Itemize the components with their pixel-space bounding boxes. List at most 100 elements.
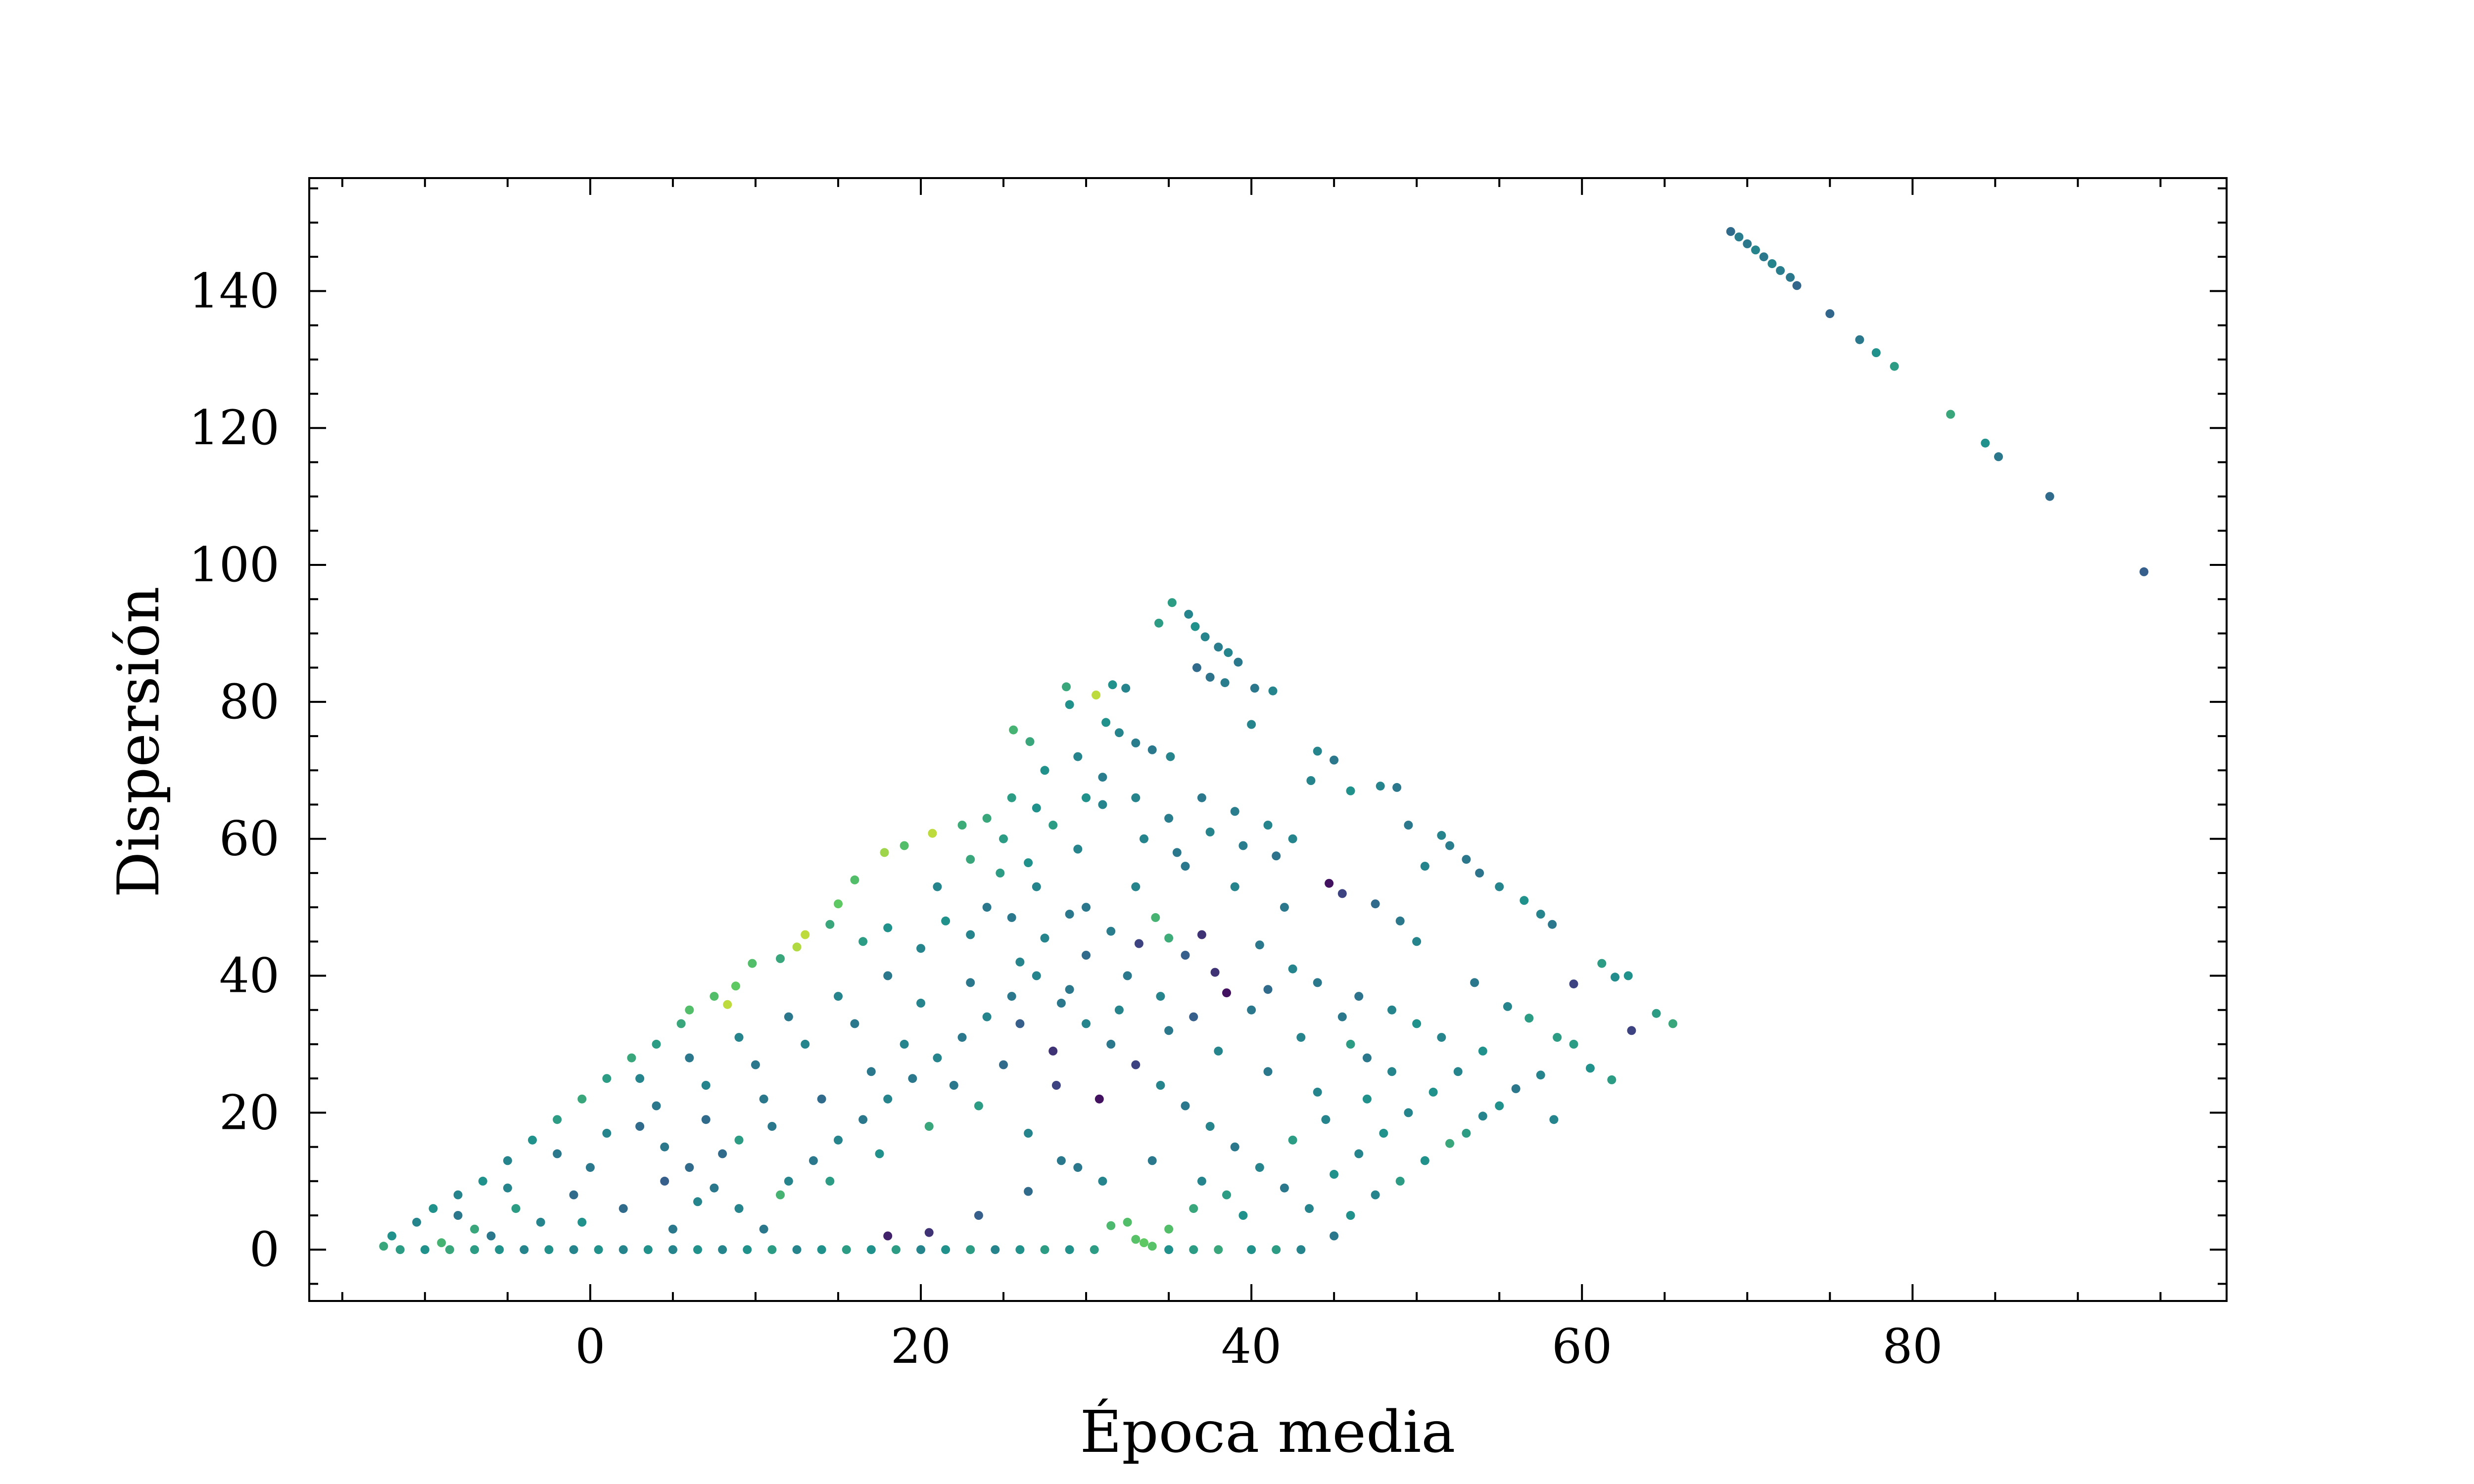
y-tick-label: 40 (219, 948, 280, 1004)
scatter-point (1073, 844, 1083, 854)
scatter-point (1147, 745, 1157, 754)
scatter-point (908, 1074, 917, 1083)
scatter-point (866, 1067, 876, 1076)
scatter-point (668, 1245, 677, 1254)
scatter-point (1296, 1033, 1306, 1042)
scatter-point (1082, 793, 1091, 802)
scatter-point (883, 923, 893, 932)
scatter-point (1371, 899, 1380, 909)
scatter-point (883, 1231, 893, 1241)
scatter-point (1263, 1067, 1273, 1076)
scatter-point (801, 930, 810, 939)
scatter-point (1056, 998, 1066, 1008)
scatter-point (710, 992, 719, 1001)
scatter-point (1106, 1221, 1116, 1230)
scatter-point (1131, 738, 1141, 747)
scatter-point (1855, 335, 1864, 344)
scatter-point (652, 1039, 661, 1049)
scatter-point (1786, 273, 1795, 282)
scatter-point (1065, 700, 1074, 709)
scatter-point (916, 1245, 925, 1254)
scatter-point (618, 1204, 628, 1213)
scatter-point (710, 1183, 719, 1193)
scatter-point (1511, 1084, 1521, 1093)
scatter-point (1156, 992, 1165, 1001)
scatter-point (1346, 1039, 1355, 1049)
scatter-point (734, 1135, 744, 1145)
scatter-point (1313, 978, 1322, 987)
scatter-point (1404, 1108, 1413, 1117)
scatter-point (453, 1190, 463, 1200)
scatter-point (891, 1245, 901, 1254)
scatter-point (544, 1245, 554, 1254)
scatter-point (1330, 1231, 1339, 1241)
scatter-point (553, 1149, 562, 1159)
scatter-point (1154, 618, 1163, 628)
scatter-point (1597, 959, 1607, 968)
scatter-point (784, 1176, 793, 1186)
scatter-point (1263, 821, 1273, 830)
scatter-point (1453, 1067, 1463, 1076)
scatter-point (834, 1135, 843, 1145)
scatter-point (1220, 678, 1230, 688)
scatter-point (1255, 1163, 1264, 1172)
scatter-point (1065, 1245, 1074, 1254)
scatter-point (693, 1245, 702, 1254)
scatter-point (1009, 725, 1018, 735)
scatter-point (858, 1115, 868, 1124)
scatter-point (1404, 821, 1413, 830)
scatter-point (999, 834, 1008, 843)
scatter-point (585, 1163, 595, 1172)
scatter-point (966, 978, 975, 987)
scatter-point (668, 1224, 677, 1234)
scatter-point (1412, 1019, 1422, 1028)
scatter-point (1197, 793, 1206, 802)
scatter-point (1224, 648, 1233, 657)
scatter-point (1247, 1245, 1256, 1254)
scatter-point (569, 1245, 578, 1254)
scatter-point (379, 1242, 388, 1251)
scatter-point (1313, 746, 1322, 756)
scatter-point (1668, 1019, 1677, 1028)
scatter-point (1263, 985, 1273, 994)
scatter-point (685, 1163, 694, 1172)
scatter-point (1230, 807, 1239, 816)
scatter-point (924, 1122, 934, 1131)
scatter-point (1325, 879, 1334, 888)
scatter-point (1147, 1242, 1157, 1251)
scatter-point (1611, 973, 1619, 982)
scatter-point (495, 1245, 504, 1254)
scatter-point (1190, 622, 1200, 631)
scatter-point (842, 1245, 851, 1254)
scatter-point (834, 992, 843, 1001)
scatter-point (866, 1245, 876, 1254)
scatter-point (1272, 1245, 1281, 1254)
scatter-point (1181, 951, 1190, 960)
scatter-point (511, 1204, 521, 1213)
scatter-point (1652, 1009, 1661, 1018)
scatter-point (1131, 793, 1141, 802)
scatter-point (1134, 939, 1143, 948)
scatter-point (1337, 889, 1347, 898)
scatter-point (1792, 281, 1802, 290)
scatter-point (1032, 882, 1041, 891)
scatter-point (1470, 978, 1479, 987)
scatter-point (933, 882, 942, 891)
scatter-point (759, 1094, 768, 1104)
scatter-point (1032, 803, 1041, 813)
scatter-point (767, 1122, 777, 1131)
scatter-point (1065, 985, 1074, 994)
scatter-point (1007, 793, 1016, 802)
scatter-point (1210, 968, 1220, 977)
scatter-point (1098, 800, 1107, 809)
scatter-point (1250, 684, 1259, 693)
scatter-point (395, 1245, 405, 1254)
y-tick-label: 60 (219, 811, 280, 867)
scatter-point (1123, 1217, 1132, 1227)
scatter-point (850, 875, 859, 884)
scatter-point (1759, 252, 1768, 262)
scatter-point (1548, 920, 1557, 929)
scatter-point (1475, 868, 1484, 878)
scatter-point (1197, 930, 1206, 939)
